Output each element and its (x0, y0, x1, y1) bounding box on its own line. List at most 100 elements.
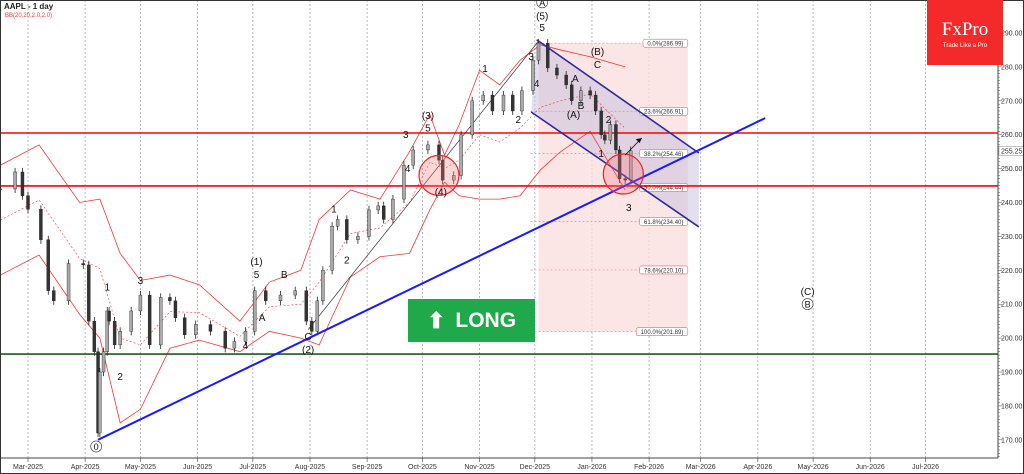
time-axis-label: Apr-2025 (71, 464, 100, 471)
wave-label: (1) (250, 257, 262, 268)
candle-body (264, 290, 268, 302)
candle-body (569, 84, 574, 101)
last-price-tag (998, 146, 1024, 156)
price-axis-label: 200.00 (1001, 336, 1023, 343)
candle (501, 90, 506, 116)
candle-body (252, 290, 257, 332)
candle (411, 145, 415, 170)
candle (459, 130, 463, 180)
candle (147, 290, 152, 349)
candle-body (546, 42, 550, 69)
candle (555, 63, 559, 80)
candle-body (459, 134, 463, 176)
candle-body (310, 320, 314, 332)
candle (315, 296, 320, 336)
candle-body (243, 331, 248, 342)
price-axis-label: 260.00 (1001, 132, 1023, 139)
candle-body (66, 263, 71, 302)
candle (105, 306, 109, 356)
candle-body (112, 320, 117, 346)
wave-label: A (539, 0, 545, 8)
candle-body (603, 134, 607, 141)
candle (335, 215, 340, 231)
wave-label: B (281, 270, 288, 281)
candle (520, 86, 524, 116)
wave-label: A (259, 313, 266, 324)
time-axis-label: Nov-2025 (464, 464, 494, 471)
candle-body (87, 264, 91, 322)
candle (81, 259, 85, 269)
time-axis-bg (0, 458, 998, 474)
candle-body (278, 294, 283, 302)
candle-body (579, 90, 583, 101)
arrow-up-icon: ⬆ (426, 307, 446, 333)
wave-label: 1 (598, 149, 604, 160)
fib-label-box (639, 217, 689, 226)
price-axis-label: 290.00 (1001, 31, 1023, 38)
time-axis-label: Jun-2026 (856, 464, 885, 471)
fib-level-label: 61.8%(234.40) (644, 220, 683, 226)
candle-body (26, 195, 30, 210)
candle (182, 313, 187, 339)
candle-body (376, 205, 380, 211)
candle (345, 215, 349, 244)
candle-body (555, 67, 559, 76)
candle-body (98, 371, 102, 434)
candle-body (46, 239, 50, 291)
candle-body (194, 324, 198, 335)
candle-body (330, 226, 334, 271)
fib-level-label: 0.0%(286.99) (647, 42, 683, 48)
time-axis-label: Feb-2026 (634, 464, 664, 471)
time-axis-label: May-2026 (798, 464, 829, 471)
candle (437, 140, 441, 165)
candle (588, 86, 592, 100)
wave-label-circle (90, 440, 102, 453)
wave-label: 2 (515, 115, 521, 126)
last-price-label: 255.25 (1001, 148, 1023, 155)
wave-label: 4 (243, 341, 249, 352)
fib-label-box (635, 327, 689, 336)
candle (546, 39, 550, 72)
fib-level-label: 78.6%(220.10) (644, 268, 683, 274)
channel-lower-line (530, 111, 700, 228)
long-signal-badge: ⬆ LONG (408, 299, 535, 342)
candle (129, 306, 133, 336)
candle (52, 286, 56, 305)
candle-body (437, 144, 441, 161)
candle-body (564, 74, 568, 86)
wave-label: (3) (422, 111, 434, 122)
wave-label-circle (801, 298, 814, 310)
candle-body (617, 149, 622, 179)
wave-label: C (594, 60, 601, 71)
fib-label-box (639, 265, 689, 275)
time-axis-label: Mar-2025 (13, 464, 43, 471)
candle-body (402, 165, 406, 200)
time-axis-label: Mar-2026 (686, 464, 716, 471)
candle-body (138, 294, 143, 312)
price-axis-bg (998, 0, 1024, 474)
wave-label: 3 (403, 130, 409, 141)
time-axis-label: Jul-2025 (239, 464, 266, 471)
chart-title: AAPL - 1 day (4, 2, 54, 11)
logo-tagline: Trade Like a Pro (942, 43, 988, 49)
price-axis-label: 240.00 (1001, 200, 1023, 207)
candle (452, 171, 456, 185)
wave-label: 1 (104, 283, 110, 294)
bollinger-upper (0, 44, 626, 322)
wave-label: 2 (344, 256, 350, 267)
candle-body (588, 90, 592, 96)
candle-body (129, 310, 133, 332)
candle (426, 140, 430, 155)
wave-label: (2) (302, 345, 314, 356)
candle (26, 191, 30, 214)
candle (381, 201, 386, 224)
candle (564, 70, 568, 89)
price-axis-label: 280.00 (1001, 64, 1023, 71)
price-axis-label: 220.00 (1001, 268, 1023, 275)
candle-body (147, 294, 152, 346)
candle (579, 86, 583, 105)
candle (158, 293, 163, 349)
wave-connector-line (307, 40, 539, 330)
time-axis-label: Sep-2025 (352, 464, 382, 471)
